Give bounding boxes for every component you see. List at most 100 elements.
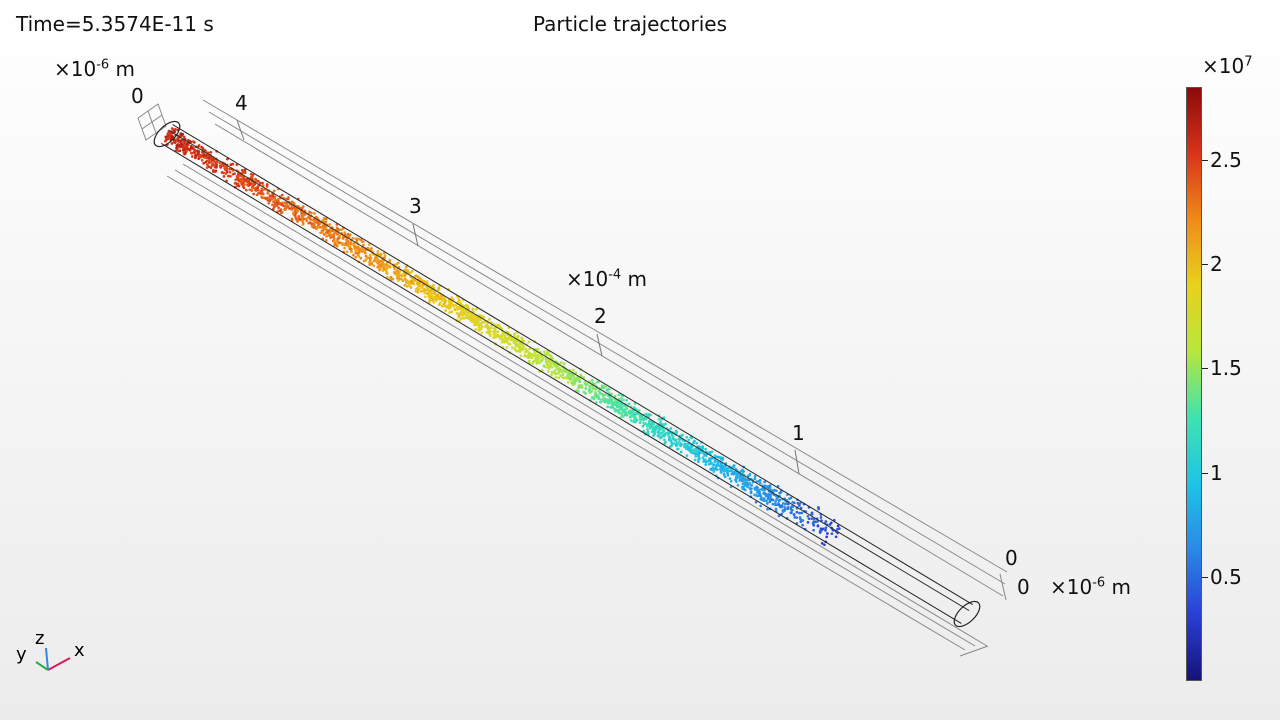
particle — [799, 520, 803, 523]
particle — [824, 520, 828, 523]
particle — [672, 442, 676, 445]
particle — [201, 151, 204, 154]
particle — [818, 529, 822, 533]
particle — [629, 419, 633, 422]
particle — [247, 180, 250, 184]
particle — [584, 387, 588, 390]
x-tick-label: 3 — [409, 194, 422, 218]
particle — [578, 385, 582, 389]
particle — [172, 139, 176, 142]
particle — [357, 248, 361, 252]
particle — [325, 234, 328, 238]
colorbar-mult-exp: 7 — [1244, 54, 1253, 70]
particle — [662, 434, 666, 438]
particle — [694, 452, 697, 456]
particle — [347, 235, 351, 239]
particle — [536, 354, 540, 357]
particle — [249, 172, 253, 176]
particle — [614, 409, 617, 413]
particle — [768, 494, 772, 498]
particle — [812, 523, 816, 527]
particle — [276, 202, 280, 206]
particle — [467, 311, 471, 315]
particle — [618, 411, 622, 415]
particle — [750, 484, 753, 487]
particle — [323, 227, 327, 231]
particle — [527, 359, 531, 363]
particle — [336, 227, 340, 231]
particle — [496, 334, 500, 338]
particle — [438, 303, 441, 307]
tube-cap-start — [153, 120, 181, 148]
particle — [410, 270, 414, 273]
particle — [642, 421, 646, 425]
particle — [193, 148, 197, 152]
particle — [781, 510, 785, 513]
particle — [207, 158, 211, 162]
particle — [209, 150, 213, 154]
particle — [481, 320, 484, 324]
particle — [343, 231, 347, 234]
particle — [461, 308, 465, 311]
particle — [354, 237, 358, 241]
particle — [758, 492, 762, 496]
particle — [723, 467, 727, 470]
particle — [589, 390, 593, 394]
particle — [771, 498, 775, 502]
particle — [550, 365, 554, 369]
particle — [527, 354, 531, 358]
particle — [280, 193, 284, 197]
particle — [348, 245, 352, 249]
particle — [569, 377, 573, 380]
particle — [662, 430, 665, 434]
particle — [602, 384, 606, 388]
particle — [548, 359, 552, 363]
particle — [701, 456, 705, 460]
particle — [602, 386, 605, 390]
particle — [426, 282, 430, 286]
particle — [434, 295, 438, 299]
particle — [557, 370, 561, 373]
particle — [679, 442, 683, 446]
particle — [550, 373, 553, 377]
particle — [499, 334, 503, 338]
z-tick-zero-top: 0 — [131, 84, 144, 108]
particle — [480, 325, 484, 329]
triad-y-arrow — [35, 661, 49, 671]
particle — [501, 332, 505, 336]
particle — [765, 502, 769, 505]
particle — [505, 345, 509, 349]
particle — [229, 174, 232, 178]
particle — [260, 195, 263, 199]
particle — [170, 142, 174, 145]
particle — [598, 391, 602, 395]
particle — [806, 515, 810, 518]
particle — [729, 479, 733, 483]
particle — [432, 300, 436, 304]
particle — [716, 462, 720, 466]
x-tick-label: 4 — [235, 91, 248, 115]
particle — [799, 517, 802, 521]
particle — [554, 375, 558, 379]
particle — [614, 403, 618, 407]
particle — [694, 455, 698, 458]
particle — [376, 249, 380, 253]
end-grid-line — [999, 573, 1007, 601]
particle — [597, 395, 600, 399]
particle — [545, 365, 549, 369]
particle — [579, 373, 583, 377]
particle — [266, 197, 269, 201]
particle — [417, 284, 420, 288]
particle — [559, 361, 563, 364]
particle — [244, 179, 248, 182]
particle — [670, 442, 674, 446]
particle — [183, 144, 187, 148]
particle — [697, 457, 700, 461]
particle — [521, 343, 524, 346]
particle — [779, 490, 783, 494]
particle — [593, 395, 597, 398]
particle — [419, 277, 422, 280]
particle — [453, 308, 457, 311]
particle — [364, 254, 368, 258]
